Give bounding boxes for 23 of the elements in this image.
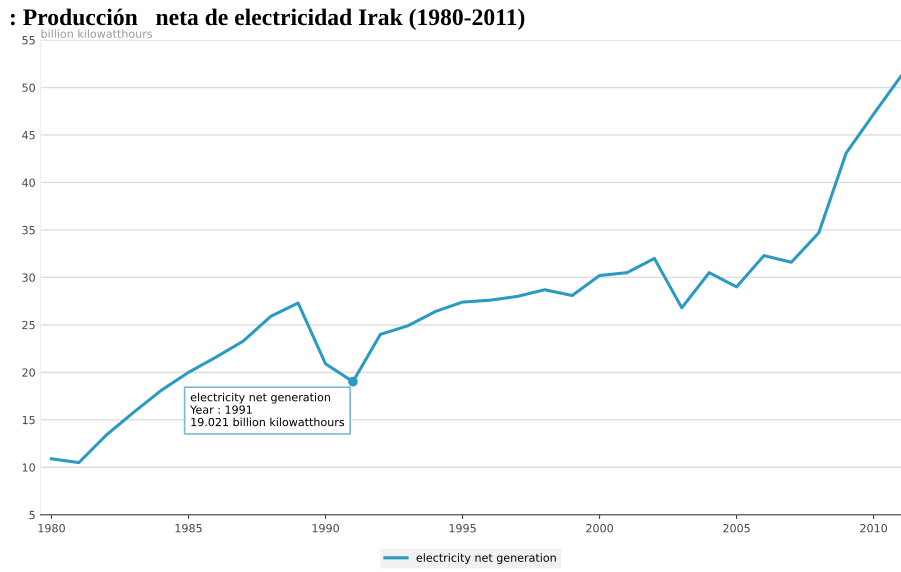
y-tick-label: 10 — [22, 463, 35, 472]
y-tick-label: 55 — [22, 36, 35, 44]
y-tick-label: 35 — [22, 226, 35, 234]
x-tick-label: 1985 — [176, 524, 202, 532]
annotation: electricity net generation Year : 1991 19.021 billion kilowatthours — [190, 392, 344, 426]
line-series — [50, 74, 901, 464]
y-tick-label: 15 — [22, 416, 35, 424]
x-tick-label: 1980 — [38, 524, 65, 532]
x-tick-label: 1995 — [450, 524, 476, 532]
x-tick-label: 2005 — [723, 524, 750, 532]
y-tick-label: 20 — [22, 368, 35, 377]
legend-label: electricity net generation — [416, 553, 556, 564]
y-tick-label: 40 — [22, 178, 35, 187]
y-tick-label: 50 — [22, 83, 35, 92]
y-tick-label: 25 — [22, 320, 35, 330]
x-tick-label: 1990 — [312, 524, 339, 532]
x-tick-label: 2000 — [586, 524, 613, 532]
y-tick-label: 5 — [29, 510, 35, 520]
y-tick-label: 45 — [22, 131, 35, 140]
x-tick-label: 2010 — [860, 524, 887, 532]
chart-title: : Producción neta de electricidad Irak (1980-2011) — [10, 8, 524, 30]
y-axis-title: billion kilowatthours — [42, 29, 152, 38]
y-tick-label: 30 — [22, 273, 35, 282]
